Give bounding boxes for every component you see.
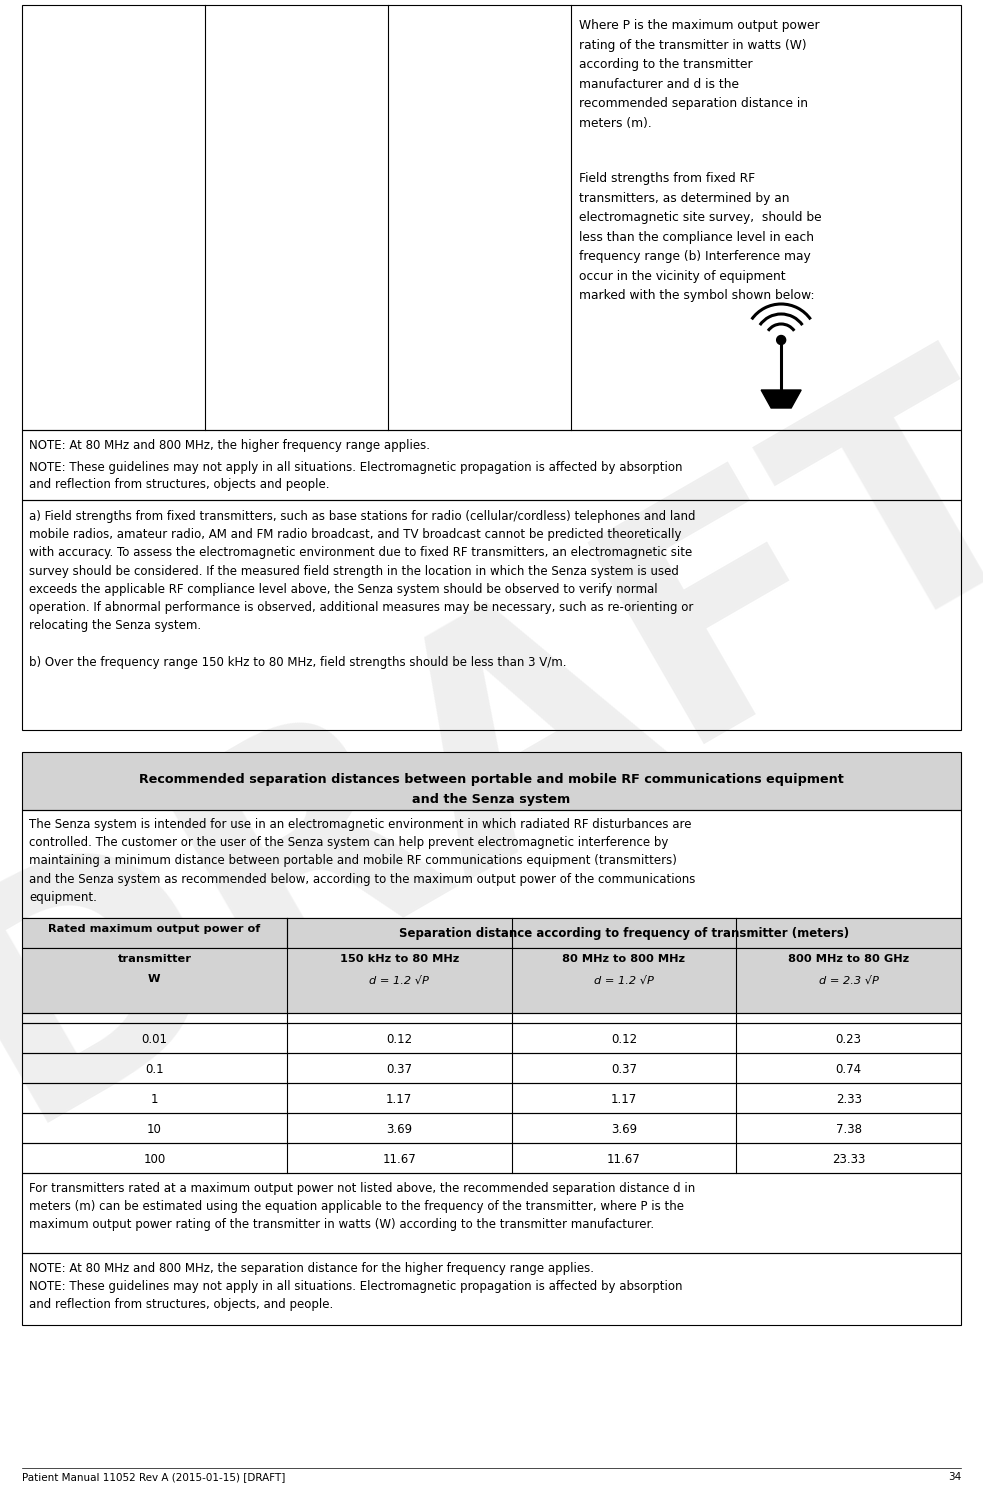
Text: 800 MHz to 80 GHz: 800 MHz to 80 GHz [788,954,909,964]
Bar [22,1014,961,1023]
Text: 0.37: 0.37 [386,1063,412,1076]
Text: Rated maximum output power of: Rated maximum output power of [48,924,260,934]
Text: 0.12: 0.12 [610,1033,637,1046]
Text: Patient Manual 11052 Rev A (2015-01-15) [DRAFT]: Patient Manual 11052 Rev A (2015-01-15) … [22,1473,285,1482]
Bar [22,1112,961,1144]
Text: 34: 34 [948,1473,961,1482]
Text: 3.69: 3.69 [610,1123,637,1136]
Text: 1.17: 1.17 [610,1093,637,1106]
Bar [22,918,961,948]
Text: d = 1.2 √P: d = 1.2 √P [594,976,654,987]
Text: 23.33: 23.33 [832,1153,865,1166]
Text: 1.17: 1.17 [386,1093,412,1106]
Text: d = 1.2 √P: d = 1.2 √P [370,976,430,987]
Polygon shape [761,390,801,408]
Bar [22,1052,961,1082]
Text: NOTE: At 80 MHz and 800 MHz, the higher frequency range applies.: NOTE: At 80 MHz and 800 MHz, the higher … [29,440,430,451]
Bar [22,1082,961,1112]
Text: 10: 10 [147,1123,162,1136]
Text: 11.67: 11.67 [382,1153,416,1166]
Text: 0.12: 0.12 [386,1033,412,1046]
Text: 3.69: 3.69 [386,1123,412,1136]
Text: d = 2.3 √P: d = 2.3 √P [819,976,879,987]
Text: 0.23: 0.23 [836,1033,862,1046]
Text: 7.38: 7.38 [836,1123,862,1136]
Text: 150 kHz to 80 MHz: 150 kHz to 80 MHz [339,954,459,964]
Text: and the Senza system: and the Senza system [413,792,570,806]
Text: Recommended separation distances between portable and mobile RF communications e: Recommended separation distances between… [140,773,843,786]
Text: a) Field strengths from fixed transmitters, such as base stations for radio (cel: a) Field strengths from fixed transmitte… [29,510,696,668]
Text: 0.74: 0.74 [836,1063,862,1076]
Text: 1: 1 [150,1093,158,1106]
Bar [22,1253,961,1325]
Text: Field strengths from fixed RF
transmitters, as determined by an
electromagnetic : Field strengths from fixed RF transmitte… [579,172,822,302]
Text: Separation distance according to frequency of transmitter (meters): Separation distance according to frequen… [399,927,849,940]
Bar [22,1023,961,1052]
Bar [22,4,961,431]
Bar [22,431,961,499]
Text: For transmitters rated at a maximum output power not listed above, the recommend: For transmitters rated at a maximum outp… [29,1183,695,1232]
Text: 11.67: 11.67 [607,1153,641,1166]
Text: 100: 100 [144,1153,165,1166]
Bar [22,752,961,810]
Text: 0.01: 0.01 [142,1033,167,1046]
Text: 2.33: 2.33 [836,1093,862,1106]
Text: transmitter: transmitter [117,954,192,964]
Bar [22,810,961,918]
Text: 80 MHz to 800 MHz: 80 MHz to 800 MHz [562,954,685,964]
Bar [22,1144,961,1174]
Text: 0.1: 0.1 [145,1063,164,1076]
Text: NOTE: These guidelines may not apply in all situations. Electromagnetic propagat: NOTE: These guidelines may not apply in … [29,460,682,490]
Circle shape [777,335,785,344]
Bar [22,499,961,730]
Bar [22,948,961,1014]
Text: 0.37: 0.37 [610,1063,637,1076]
Text: W: W [148,975,160,984]
Bar [22,1174,961,1253]
Text: The Senza system is intended for use in an electromagnetic environment in which : The Senza system is intended for use in … [29,818,695,904]
Text: Where P is the maximum output power
rating of the transmitter in watts (W)
accor: Where P is the maximum output power rati… [579,19,820,130]
Text: DRAFT: DRAFT [0,315,983,1180]
Text: NOTE: At 80 MHz and 800 MHz, the separation distance for the higher frequency ra: NOTE: At 80 MHz and 800 MHz, the separat… [29,1262,682,1311]
